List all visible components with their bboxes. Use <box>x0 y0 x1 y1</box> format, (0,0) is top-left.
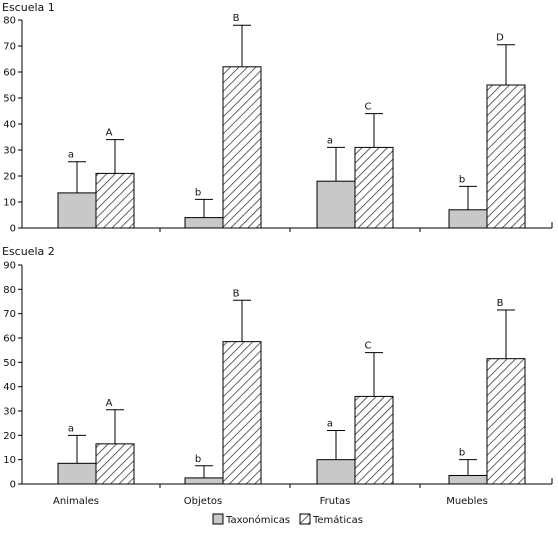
significance-label: b <box>195 454 201 465</box>
chart-panel-2: Escuela 2 0 10 20 30 40 50 60 70 80 90 a b a b A B C B Anim… <box>2 245 553 507</box>
bar-taxonomicas-muebles <box>448 209 488 229</box>
chart-panel-1: Escuela 1 0 10 20 30 40 50 60 70 80 a b a b A B C D <box>2 1 553 235</box>
significance-label: A <box>106 398 113 409</box>
legend-label: Taxonómicas <box>225 514 290 526</box>
bar-tematicas-objetos <box>222 341 262 485</box>
bar-taxonomicas-frutas <box>316 180 356 229</box>
significance-label: D <box>496 33 504 44</box>
legend-label: Temáticas <box>312 514 363 526</box>
category-label: Animales <box>53 496 99 507</box>
bar-taxonomicas-objetos <box>184 477 224 485</box>
category-label: Frutas <box>320 496 351 507</box>
legend-swatch-tematicas <box>299 513 311 525</box>
bar-tematicas-frutas <box>354 146 394 229</box>
legend-swatch-taxonomicas <box>212 513 224 525</box>
y-tick-label: 80 <box>3 16 16 27</box>
significance-label: a <box>68 423 74 434</box>
y-tick-label: 60 <box>3 68 16 79</box>
bar-tematicas-animales <box>95 172 135 229</box>
significance-label: a <box>68 150 74 161</box>
bar-taxonomicas-muebles <box>448 474 488 485</box>
bar-taxonomicas-animales <box>57 462 97 485</box>
bar-tematicas-animales <box>95 443 135 485</box>
significance-label: b <box>459 174 465 185</box>
significance-label: B <box>233 288 240 299</box>
y-tick-label: 50 <box>3 358 16 369</box>
significance-label: b <box>195 187 201 198</box>
category-label: Objetos <box>184 496 222 507</box>
bar-tematicas-muebles <box>486 84 526 229</box>
bar-tematicas-frutas <box>354 395 394 485</box>
y-tick-label: 70 <box>3 309 16 320</box>
y-tick-label: 10 <box>3 198 16 209</box>
significance-label: B <box>233 13 240 24</box>
y-tick-label: 30 <box>3 407 16 418</box>
y-tick-label: 0 <box>10 224 16 235</box>
y-tick-label: 20 <box>3 172 16 183</box>
y-tick-label: 80 <box>3 285 16 296</box>
bar-taxonomicas-frutas <box>316 459 356 485</box>
y-tick-label: 10 <box>3 455 16 466</box>
bar-taxonomicas-animales <box>57 192 97 229</box>
chart-legend: Taxonómicas Temáticas <box>212 513 363 526</box>
significance-label: B <box>497 298 504 309</box>
significance-label: A <box>106 128 113 139</box>
y-tick-label: 0 <box>10 480 16 491</box>
significance-label: C <box>365 102 372 113</box>
significance-label: a <box>327 418 333 429</box>
y-tick-label: 30 <box>3 146 16 157</box>
bar-taxonomicas-objetos <box>184 217 224 229</box>
y-tick-label: 50 <box>3 94 16 105</box>
significance-label: a <box>327 135 333 146</box>
y-tick-label: 60 <box>3 334 16 345</box>
y-tick-label: 40 <box>3 120 16 131</box>
panel-title: Escuela 1 <box>2 1 55 14</box>
panel-title: Escuela 2 <box>2 245 55 258</box>
significance-label: C <box>365 341 372 352</box>
significance-label: b <box>459 448 465 459</box>
y-tick-label: 20 <box>3 431 16 442</box>
bar-tematicas-muebles <box>486 358 526 485</box>
y-tick-label: 90 <box>3 261 16 272</box>
category-label: Muebles <box>446 496 488 507</box>
y-tick-label: 70 <box>3 42 16 53</box>
bar-tematicas-objetos <box>222 66 262 229</box>
y-tick-label: 40 <box>3 382 16 393</box>
